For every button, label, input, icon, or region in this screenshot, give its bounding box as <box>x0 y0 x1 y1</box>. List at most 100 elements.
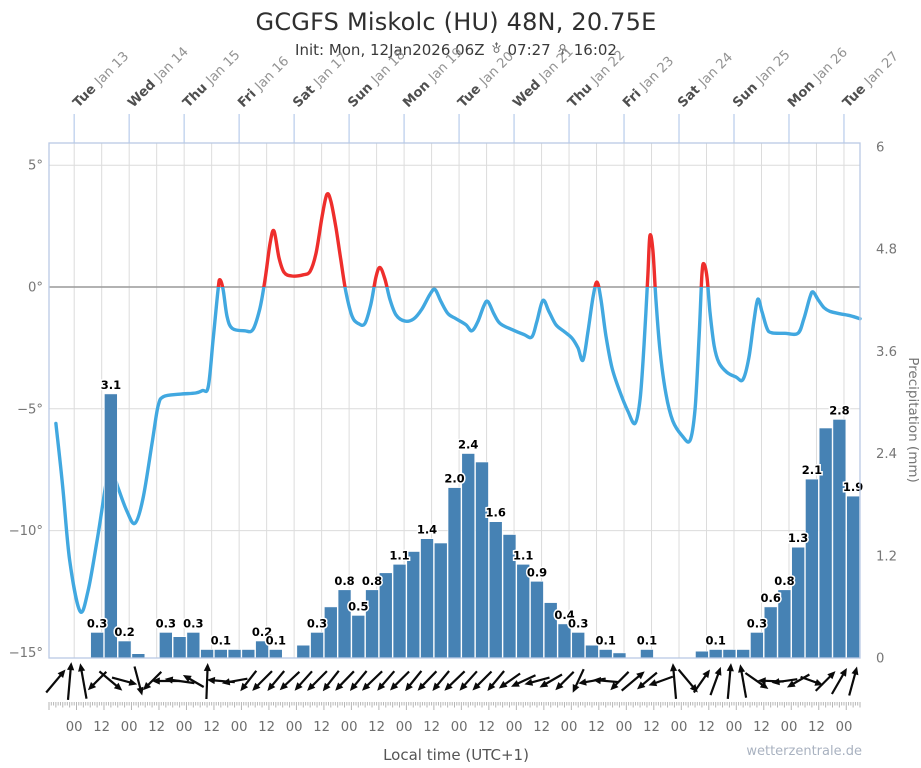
precip-bar <box>447 487 462 659</box>
page-title: GCGFS Miskolc (HU) 48N, 20.75E <box>255 8 657 36</box>
bar-value-label: 0.4 <box>554 608 574 622</box>
hour-label: 12 <box>258 720 275 735</box>
precip-bar <box>351 615 366 659</box>
bar-value-label: 1.4 <box>417 523 437 537</box>
bar-value-label: 0.3 <box>568 616 588 630</box>
precip-bar <box>736 649 750 659</box>
temp-tick-label: −15° <box>9 646 43 661</box>
hour-label: 12 <box>643 720 660 735</box>
hour-label: 00 <box>286 720 303 735</box>
precipitation-bar-labels: 0.33.10.20.3 0.30.10.20.10.30.80.50.81.11… <box>85 376 864 649</box>
bar-value-label: 0.2 <box>114 625 134 639</box>
wind-arrow <box>555 671 575 691</box>
precip-bar <box>172 636 187 659</box>
bar-value-label: 0.6 <box>761 591 781 605</box>
bar-value-label: 2.0 <box>444 472 464 486</box>
bar-value-label: 1.1 <box>389 548 409 562</box>
hour-label: 00 <box>341 720 358 735</box>
wind-arrow <box>592 677 619 685</box>
hour-label: 12 <box>368 720 385 735</box>
wind-arrow <box>709 666 722 696</box>
hour-label: 12 <box>588 720 605 735</box>
precip-bar <box>420 538 434 659</box>
precip-bar <box>722 649 737 659</box>
init-label: Init: Mon, 12Jan2026 06Z <box>295 41 485 59</box>
temp-tick-label: 5° <box>28 159 43 174</box>
day-label: ThuJan 22 <box>565 48 628 111</box>
precipitation-bars <box>90 393 860 659</box>
bar-value-label: 0.1 <box>211 634 231 648</box>
precip-bar <box>640 649 654 659</box>
temp-tick-label: 0° <box>28 281 43 296</box>
wind-arrow <box>498 672 521 689</box>
wind-arrow <box>459 670 478 691</box>
precip-bar <box>695 650 709 659</box>
wind-arrow <box>524 676 550 686</box>
precip-bar <box>846 495 860 659</box>
wind-arrow <box>45 669 66 694</box>
hour-label: 00 <box>121 720 138 735</box>
precip-bar <box>296 644 311 659</box>
precip-bar <box>269 649 283 659</box>
wind-arrow <box>267 670 286 691</box>
precip-bar <box>392 563 407 659</box>
wind-arrow <box>511 674 536 687</box>
day-label: TueJan 13 <box>70 49 132 111</box>
wind-arrow <box>648 675 674 687</box>
precip-bar <box>214 649 228 659</box>
hour-label: 12 <box>148 720 165 735</box>
wind-arrow <box>203 663 211 700</box>
bar-value-label: 0.3 <box>87 616 107 630</box>
bar-value-label: 0.9 <box>527 565 547 579</box>
hour-label: 00 <box>671 720 688 735</box>
precip-bar <box>612 652 627 659</box>
wind-arrow <box>578 677 606 686</box>
wind-arrow <box>786 673 810 688</box>
bar-value-label: 0.2 <box>252 625 272 639</box>
wind-arrow <box>133 666 144 696</box>
hour-label: 00 <box>66 720 83 735</box>
wind-arrow <box>472 670 493 691</box>
hour-label: 00 <box>781 720 798 735</box>
hour-label: 12 <box>203 720 220 735</box>
sunset-time: 16:02 <box>573 41 617 59</box>
precip-tick-label: 3.6 <box>876 345 897 360</box>
temperature-line-above-zero <box>216 192 710 287</box>
precip-bar <box>90 632 104 659</box>
hour-label: 12 <box>698 720 715 735</box>
precip-bar <box>488 521 503 659</box>
day-label: FriJan 16 <box>235 54 292 111</box>
hour-label: 00 <box>616 720 633 735</box>
precip-bar <box>159 632 173 659</box>
wind-arrow <box>78 663 88 699</box>
wind-arrow <box>349 670 368 691</box>
wind-arrow <box>744 672 769 689</box>
hour-label: 00 <box>726 720 743 735</box>
wind-arrow <box>182 675 205 688</box>
precip-tick-label: 2.4 <box>876 447 897 462</box>
precip-bar <box>805 478 819 659</box>
sunset-icon <box>556 41 569 59</box>
bar-value-label: 1.9 <box>843 480 863 494</box>
day-label: ThuJan 15 <box>180 48 243 111</box>
wind-arrow <box>322 670 340 692</box>
precip-bar <box>200 649 214 659</box>
precip-bar <box>241 649 256 659</box>
precip-tick-label: 0 <box>876 652 884 667</box>
hour-label: 12 <box>753 720 770 735</box>
precip-tick-label: 1.2 <box>876 549 897 564</box>
wind-arrow <box>677 668 698 693</box>
bar-value-label: 2.1 <box>802 463 822 477</box>
wind-arrow <box>444 670 466 691</box>
precip-bar <box>530 580 544 659</box>
precip-bar <box>598 649 613 659</box>
wind-arrow <box>335 670 355 691</box>
wind-arrow <box>377 670 396 691</box>
bar-value-label: 0.8 <box>774 574 794 588</box>
sunrise-time: 07:27 <box>507 41 551 59</box>
wind-arrow <box>814 671 836 692</box>
day-tick-marks <box>73 114 845 143</box>
precip-bar <box>310 632 324 659</box>
